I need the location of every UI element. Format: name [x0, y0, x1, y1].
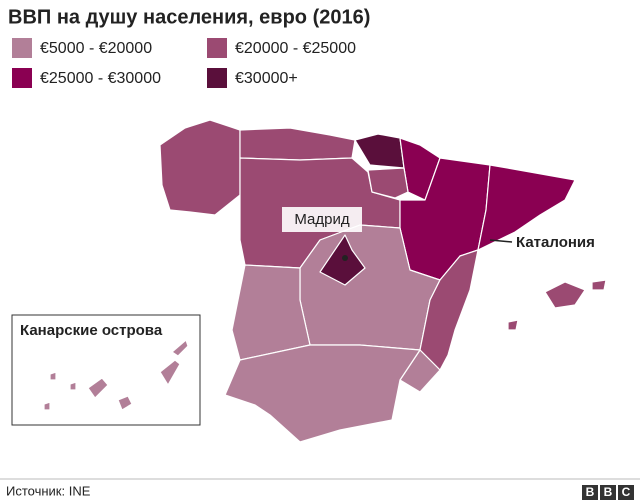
region-ibiza	[507, 319, 519, 331]
region-madrid	[319, 234, 366, 286]
legend-swatch	[207, 38, 227, 58]
logo-box	[600, 485, 616, 500]
canary-islands	[43, 339, 189, 411]
logo-letter: C	[622, 485, 631, 499]
region-andalucia	[224, 344, 421, 443]
legend-swatch	[12, 68, 32, 88]
legend-swatch	[207, 68, 227, 88]
regions	[159, 119, 607, 443]
catalonia-pointer	[489, 239, 513, 243]
catalonia-label: Каталония	[516, 234, 595, 251]
legend-swatch	[12, 38, 32, 58]
region-mallorca	[544, 281, 586, 309]
madrid-label-bg	[282, 207, 362, 232]
island	[43, 401, 51, 411]
island	[159, 359, 181, 386]
legend-label: €30000+	[235, 70, 298, 87]
logo-box	[582, 485, 598, 500]
region-catalonia	[477, 164, 576, 251]
logo-letter: B	[586, 485, 595, 499]
logo-box	[618, 485, 634, 500]
island	[171, 339, 189, 357]
island	[49, 371, 57, 381]
source: Источник: INE	[6, 483, 91, 498]
logo-letter: B	[604, 485, 613, 499]
madrid-label: Мадрид	[294, 211, 349, 228]
island	[87, 377, 109, 399]
canary-label: Канарские острова	[20, 322, 163, 339]
island	[117, 395, 133, 411]
region-rioja	[367, 167, 409, 199]
legend-label: €25000 - €30000	[40, 70, 161, 87]
region-menorca	[591, 279, 607, 291]
island	[69, 381, 77, 391]
legend: €5000 - €20000 €20000 - €25000 €25000 - €3…	[12, 38, 356, 88]
region-galicia	[159, 119, 241, 216]
region-extremadura	[231, 264, 311, 361]
madrid-dot	[342, 255, 348, 261]
legend-label: €20000 - €25000	[235, 40, 356, 57]
region-asturias-cantabria	[239, 127, 356, 161]
region-basque	[354, 133, 405, 169]
title: ВВП на душу населения, евро (2016)	[8, 6, 370, 28]
legend-label: €5000 - €20000	[40, 40, 152, 57]
